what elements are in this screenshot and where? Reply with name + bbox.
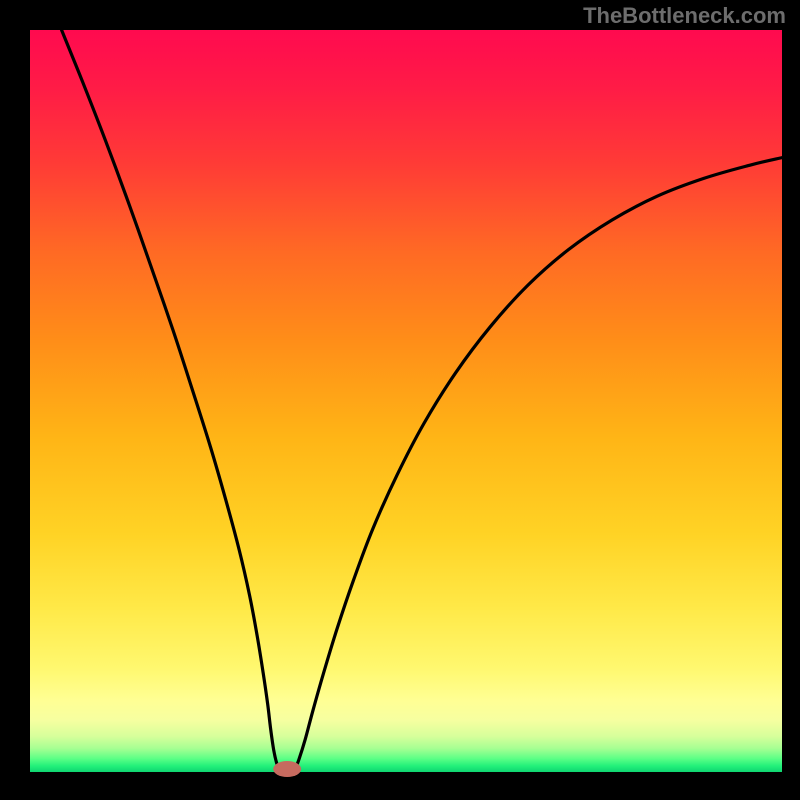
watermark-text: TheBottleneck.com — [583, 3, 786, 29]
chart-svg — [0, 0, 800, 800]
chart-container: TheBottleneck.com — [0, 0, 800, 800]
plot-background — [30, 30, 782, 772]
minimum-marker — [273, 761, 301, 777]
